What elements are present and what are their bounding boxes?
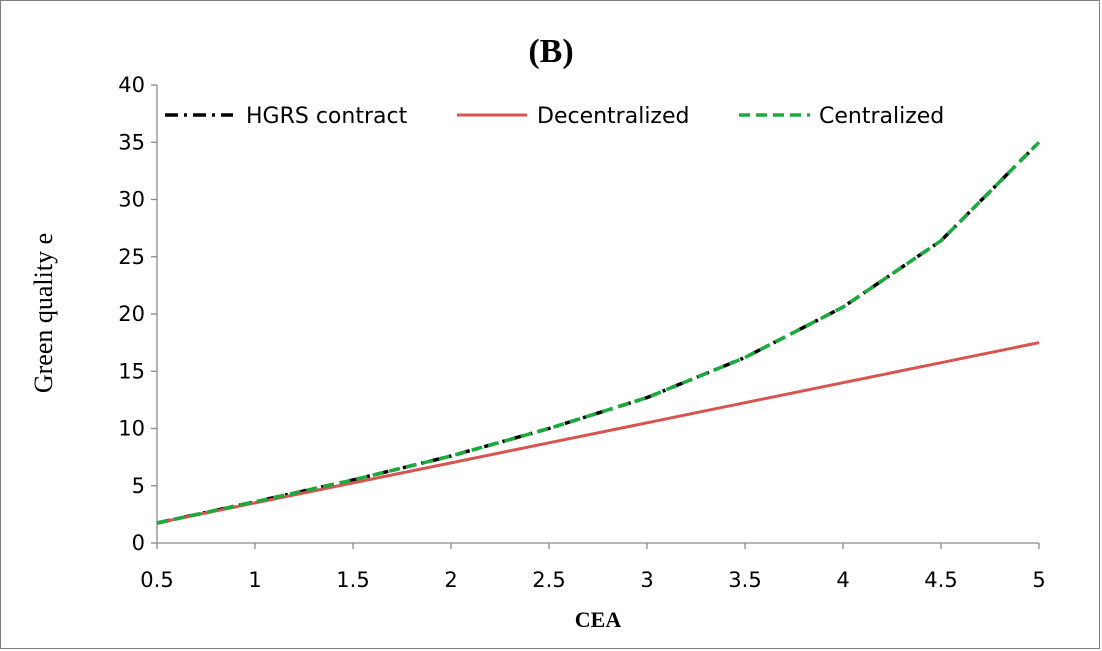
x-tick-label: 2 — [444, 568, 457, 592]
y-tick-label: 35 — [118, 130, 145, 154]
x-tick-label: 1.5 — [336, 568, 369, 592]
x-tick-label: 1 — [248, 568, 261, 592]
y-tick-label: 5 — [132, 474, 145, 498]
plot-area — [156, 141, 1041, 525]
x-tick-label: 4.5 — [924, 568, 957, 592]
y-tick-label: 25 — [118, 245, 145, 269]
legend-label: Decentralized — [537, 104, 689, 129]
legend-label: HGRS contract — [246, 104, 408, 129]
x-tick-label: 3 — [640, 568, 653, 592]
y-tick-label: 30 — [118, 188, 145, 212]
x-tick-label: 5 — [1032, 568, 1045, 592]
axes: 0 5 10 15 20 25 30 35 40 0.5 1 1.5 2 2.5 3 3.5 4 4.5 5 — [118, 73, 1045, 592]
y-tick-label: 20 — [118, 302, 145, 326]
x-tick-label: 0.5 — [140, 568, 173, 592]
x-axis-label: CEA — [575, 607, 622, 632]
series-line-hgrs-contract — [156, 141, 1041, 525]
y-axis-label: Green quality e — [29, 233, 58, 393]
chart-title: (B) — [528, 33, 573, 70]
legend-label: Centralized — [819, 104, 944, 129]
series-line-centralized — [156, 141, 1041, 525]
x-tick-label: 2.5 — [532, 568, 565, 592]
y-tick-label: 15 — [118, 359, 145, 383]
y-tick-label: 40 — [118, 73, 145, 97]
x-tick-label: 3.5 — [728, 568, 761, 592]
y-tick-label: 0 — [132, 531, 145, 555]
x-tick-label: 4 — [836, 568, 849, 592]
legend: HGRS contract Decentralized Centralized — [165, 104, 944, 129]
series-line-decentralized — [156, 341, 1040, 525]
y-tick-label: 10 — [118, 417, 145, 441]
